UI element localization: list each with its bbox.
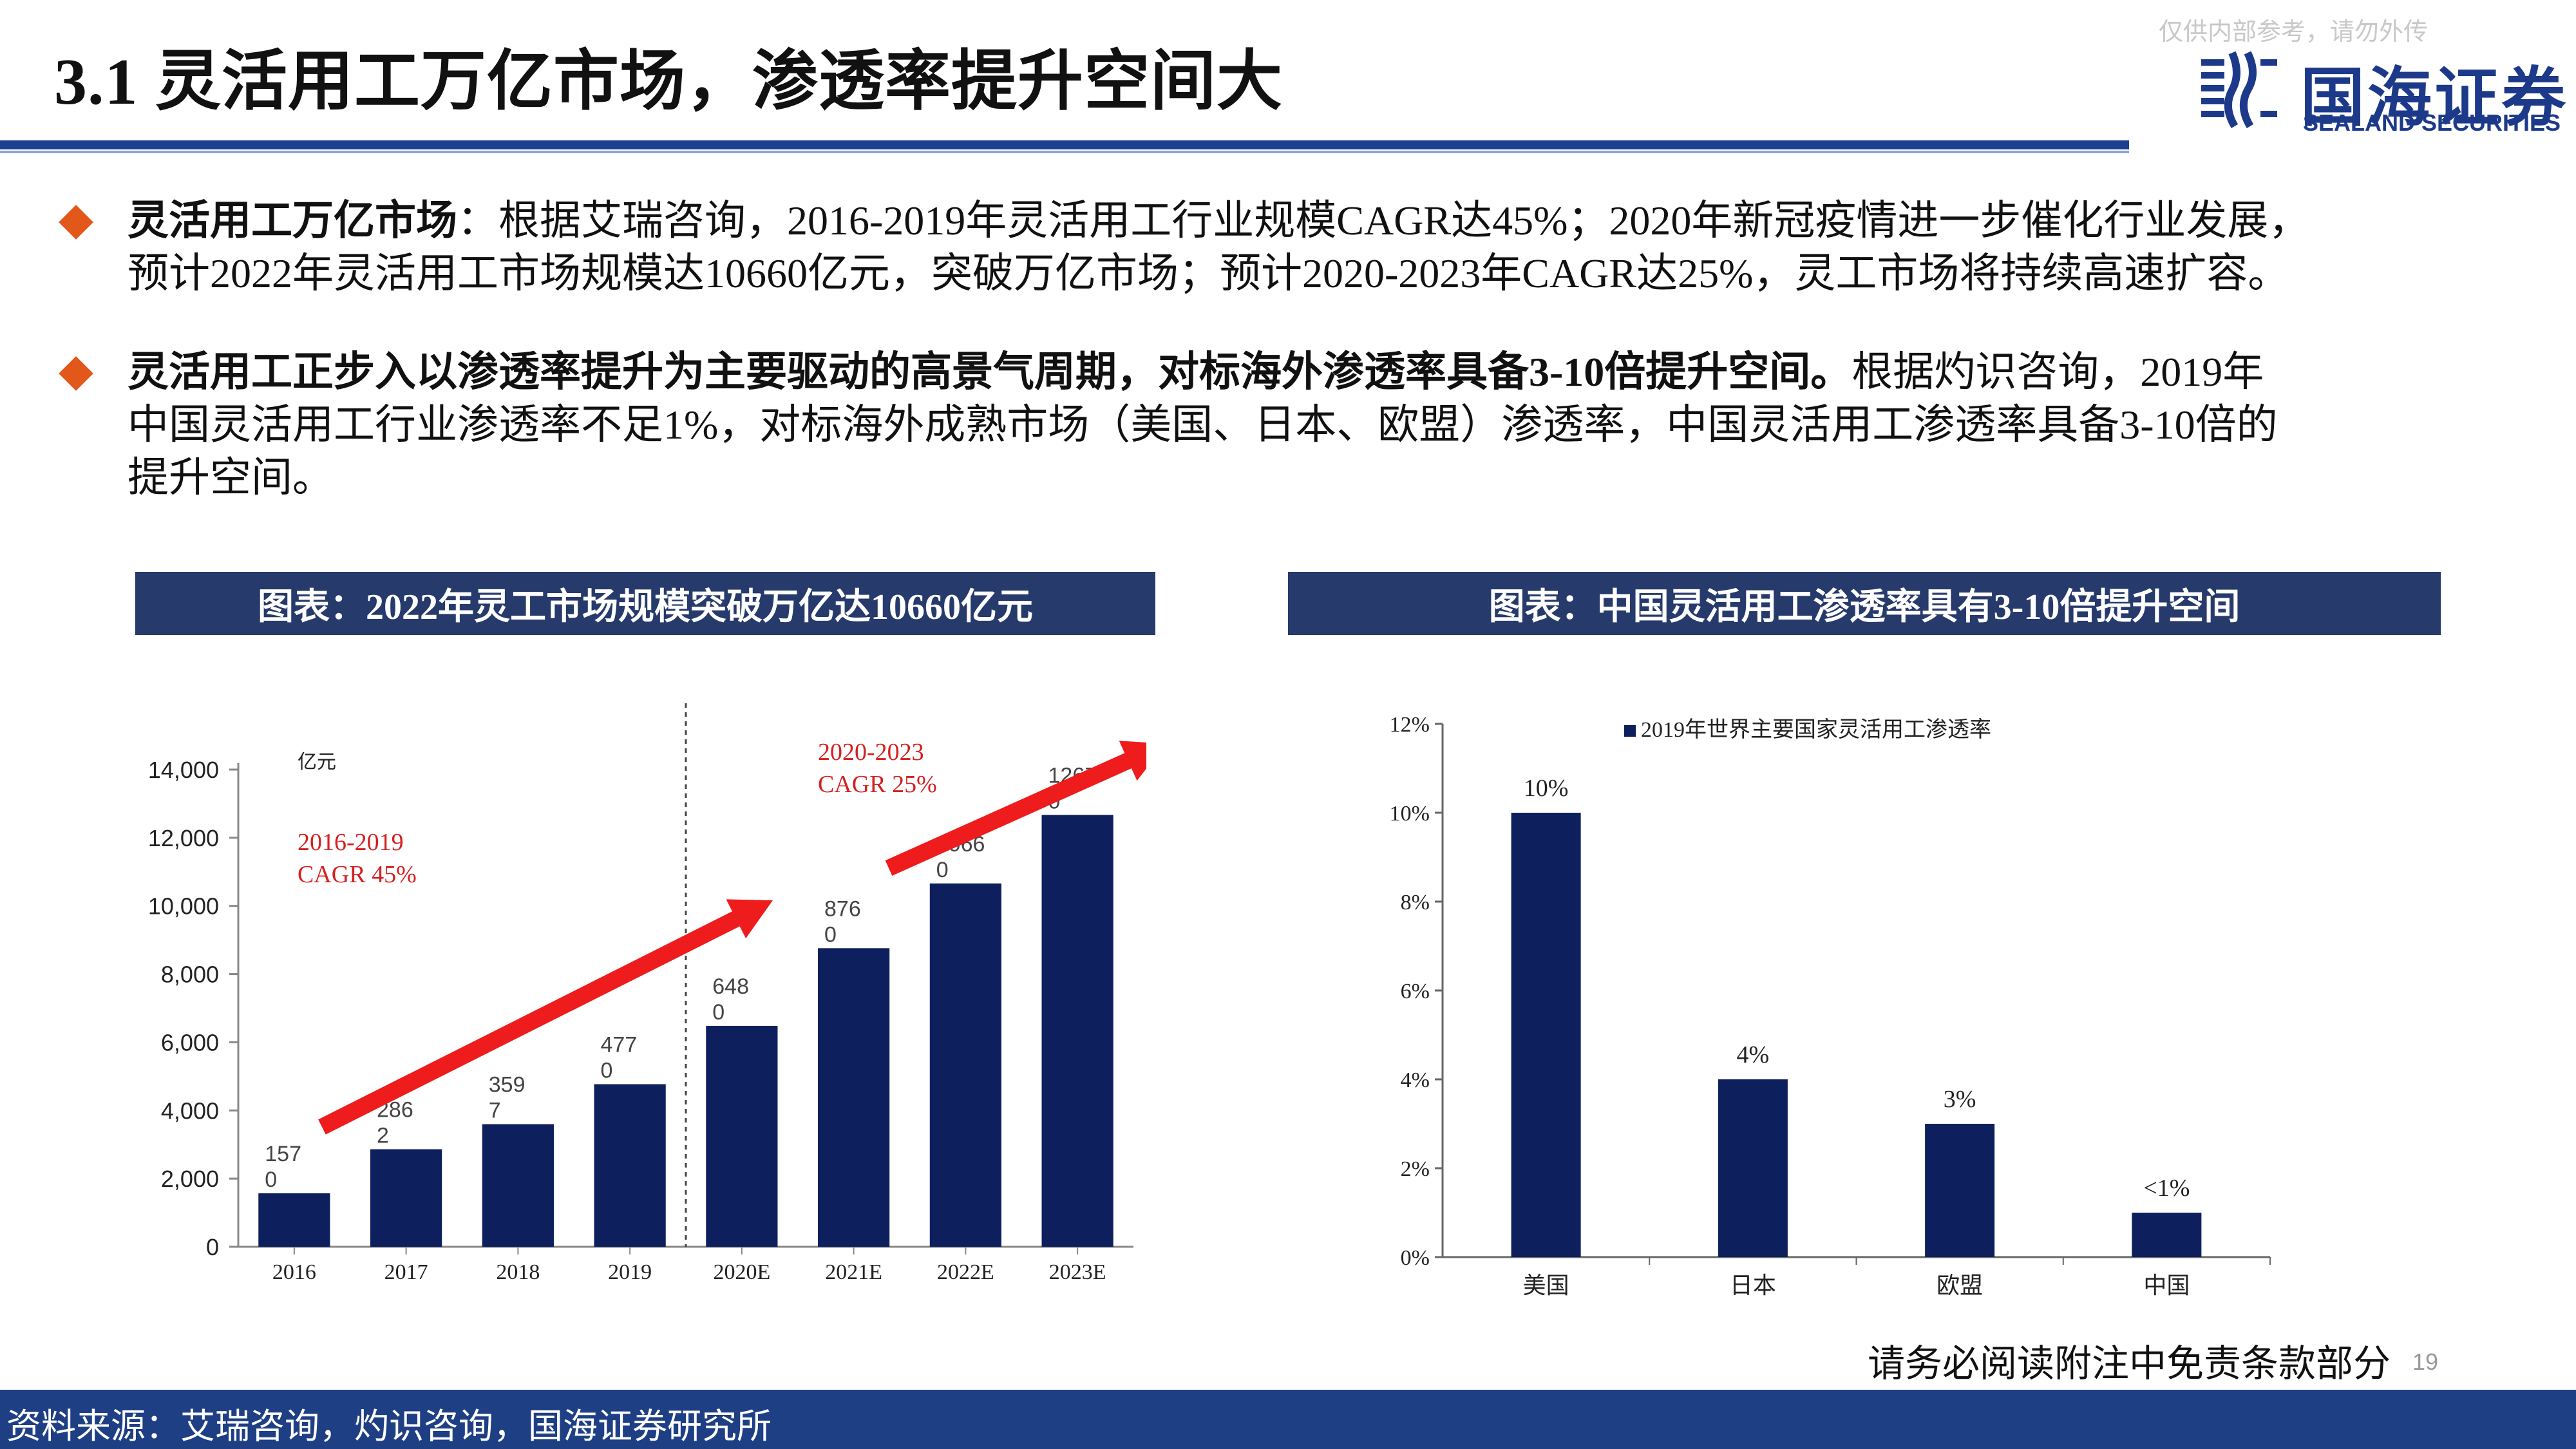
bar: [818, 948, 890, 1247]
y-tick-label: 4,000: [161, 1097, 219, 1124]
bar: [1511, 813, 1581, 1257]
bullet-2-text-line3: 提升空间。: [128, 455, 334, 500]
legend-label: 2019年世界主要国家灵活用工渗透率: [1641, 717, 1991, 742]
y-tick-label: 4%: [1401, 1068, 1430, 1092]
y-tick-label: 10%: [1390, 802, 1430, 826]
logo-mark-icon: [2201, 51, 2277, 129]
bullet-2-text-line2: 中国灵活用工行业渗透率不足1%，对标海外成熟市场（美国、日本、欧盟）渗透率，中国…: [128, 402, 2278, 448]
watermark-text: 仅供内部参考，请勿外传: [2159, 19, 2429, 46]
bullet-diamond-icon: [59, 356, 93, 391]
bar-data-label: 157: [265, 1142, 301, 1166]
y-unit-label: 亿元: [298, 752, 336, 773]
y-tick-label: 12%: [1390, 713, 1430, 737]
bar-data-label-wrap: 0: [712, 1000, 724, 1025]
logo-english-name: SEALAND SECURITIES: [2303, 109, 2561, 136]
x-tick-label: 2017: [384, 1260, 428, 1284]
bar: [1041, 815, 1113, 1247]
bar-data-label-wrap: 7: [489, 1099, 501, 1123]
penetration-rate-chart: 0% 2% 4% 6% 8% 10% 12% 2019年世界主要国家灵活用工渗透率 10% 美国 4…: [1390, 713, 2271, 1298]
page-number: 19: [2412, 1349, 2439, 1375]
market-size-chart: 0 2,000 4,000 6,000 8,000 10,000 12,000 14,000 亿…: [148, 703, 1146, 1284]
bar: [1925, 1124, 1995, 1257]
bullet-1-heading: 灵活用工万亿市场: [128, 198, 457, 243]
y-tick-label: 14,000: [148, 757, 219, 783]
bar-data-label: 648: [712, 974, 749, 999]
y-tick-label: 8%: [1401, 891, 1430, 914]
y-tick-label: 0%: [1401, 1246, 1430, 1270]
x-tick-label: 2019: [608, 1260, 652, 1284]
bullet-1: 灵活用工万亿市场：根据艾瑞咨询，2016-2019年灵活用工行业规模CAGR达4…: [128, 194, 2549, 300]
bar-data-label-wrap: 0: [601, 1059, 613, 1083]
bar: [258, 1193, 330, 1247]
cagr-annotation-2-line1: 2020-2023: [818, 739, 924, 766]
x-tick-label: 2021E: [825, 1260, 882, 1284]
growth-arrow-2020-2023: [885, 741, 1146, 876]
x-tick-label: 中国: [2143, 1273, 2190, 1298]
bullet-diamond-icon: [59, 205, 93, 240]
bar: [482, 1124, 554, 1247]
bullet-2-text-line1: 根据灼识咨询，2019年: [1852, 349, 2264, 395]
y-tick-label: 12,000: [148, 825, 219, 851]
x-tick-label: 2020E: [713, 1260, 770, 1284]
y-tick-label: 2%: [1401, 1157, 1430, 1181]
y-tick-label: 6,000: [161, 1029, 219, 1056]
bar-data-label: <1%: [2143, 1175, 2190, 1202]
bullet-2-heading: 灵活用工正步入以渗透率提升为主要驱动的高景气周期，对标海外渗透率具备3-10倍提…: [128, 349, 1852, 395]
bar: [706, 1026, 778, 1247]
x-tick-label: 美国: [1523, 1273, 1569, 1298]
bar-data-label-wrap: 0: [824, 922, 837, 947]
y-tick-label: 10,000: [148, 893, 219, 920]
header-divider-light: [0, 151, 2129, 153]
bar-data-label: 876: [824, 896, 861, 921]
bar: [1718, 1079, 1788, 1257]
chart-left-header: 图表：2022年灵工市场规模突破万亿达10660亿元: [135, 572, 1155, 635]
bar-data-label: 10%: [1524, 775, 1569, 802]
bar-data-label-wrap: 0: [265, 1168, 277, 1192]
y-tick-label: 6%: [1401, 980, 1430, 1003]
x-tick-label: 2018: [496, 1260, 540, 1284]
chart-right-header: 图表：中国灵活用工渗透率具有3-10倍提升空间: [1288, 572, 2441, 635]
x-tick-label: 2016: [272, 1260, 316, 1284]
bar: [929, 883, 1001, 1247]
disclaimer-text: 请务必阅读附注中免责条款部分: [1868, 1343, 2391, 1385]
bar-data-label-wrap: 2: [377, 1124, 389, 1148]
legend-swatch: [1624, 725, 1636, 737]
growth-arrow-2016-2019: [318, 899, 773, 1135]
bar-data-label: 4%: [1737, 1041, 1770, 1068]
bar: [370, 1149, 442, 1247]
x-tick-label: 2023E: [1049, 1260, 1106, 1284]
bar-data-label-wrap: 0: [936, 858, 949, 882]
cagr-annotation-1-line2: CAGR 45%: [298, 861, 417, 888]
y-tick-label: 0: [206, 1234, 219, 1260]
bar-data-label: 359: [489, 1073, 526, 1097]
x-tick-label: 欧盟: [1937, 1273, 1983, 1298]
source-text: 资料来源：艾瑞咨询，灼识咨询，国海证券研究所: [6, 1407, 772, 1446]
bullet-1-text-line2: 预计2022年灵活用工市场规模达10660亿元，突破万亿市场；预计2020-20…: [128, 251, 2289, 296]
footer-bar: [0, 1390, 2576, 1449]
bar: [2132, 1213, 2202, 1257]
page-title: 3.1 灵活用工万亿市场，渗透率提升空间大: [54, 46, 1283, 118]
y-tick-label: 8,000: [161, 961, 219, 988]
logo-chinese-name: 国海证券: [2300, 60, 2568, 135]
bar-data-label: 477: [601, 1033, 638, 1057]
cagr-annotation-1-line1: 2016-2019: [298, 829, 404, 856]
cagr-annotation-2-line2: CAGR 25%: [818, 771, 937, 798]
bullet-1-text-line1: ：根据艾瑞咨询，2016-2019年灵活用工行业规模CAGR达45%；2020年…: [457, 198, 2310, 243]
bar: [594, 1084, 666, 1247]
y-tick-label: 2,000: [161, 1166, 219, 1192]
header-divider: [0, 140, 2129, 149]
x-tick-label: 日本: [1730, 1273, 1776, 1298]
company-logo: 国海证券 SEALAND SECURITIES: [2196, 45, 2566, 136]
x-tick-label: 2022E: [937, 1260, 994, 1284]
bullet-2: 灵活用工正步入以渗透率提升为主要驱动的高景气周期，对标海外渗透率具备3-10倍提…: [128, 346, 2549, 504]
bar-data-label: 3%: [1944, 1086, 1976, 1113]
